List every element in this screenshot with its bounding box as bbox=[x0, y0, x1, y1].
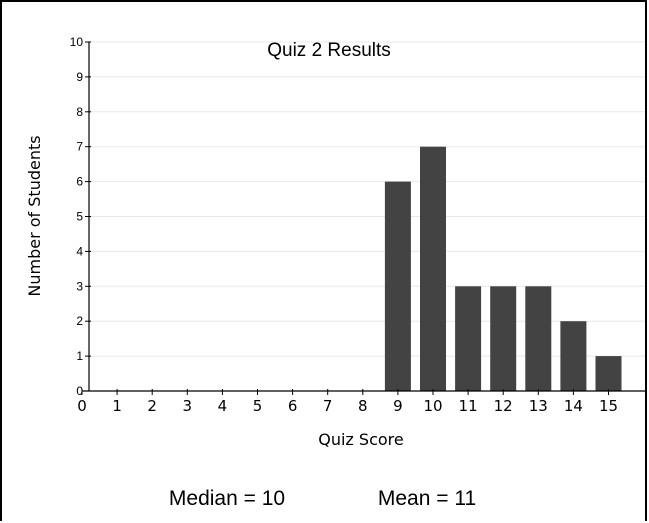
y-tick-label: 0 bbox=[76, 384, 83, 398]
bar-score-9 bbox=[384, 181, 411, 391]
bar-score-15 bbox=[595, 356, 622, 391]
y-tick-label: 5 bbox=[76, 210, 83, 224]
x-tick-label: 6 bbox=[288, 397, 298, 415]
y-axis-label: Number of Students bbox=[25, 135, 44, 296]
x-tick-label: 3 bbox=[183, 397, 193, 415]
bar-score-11 bbox=[455, 286, 482, 391]
y-ticks: 0 1 2 3 4 5 6 7 8 9 10 bbox=[70, 35, 91, 398]
y-tick-label: 8 bbox=[76, 105, 83, 119]
x-tick-label: 15 bbox=[599, 397, 618, 415]
x-axis-label: Quiz Score bbox=[318, 430, 403, 449]
bars bbox=[384, 146, 622, 391]
bar-score-13 bbox=[525, 286, 552, 391]
gridlines bbox=[89, 41, 645, 357]
x-tick-label: 10 bbox=[423, 397, 442, 415]
chart-title: Quiz 2 Results bbox=[267, 40, 391, 61]
y-tick-label: 7 bbox=[76, 140, 83, 154]
y-tick-label: 10 bbox=[70, 35, 84, 49]
y-tick-label: 4 bbox=[76, 244, 83, 258]
y-tick-label: 2 bbox=[76, 314, 83, 328]
y-tick-label: 6 bbox=[76, 175, 83, 189]
x-ticks: 0 1 2 3 4 5 6 7 8 9 10 11 12 13 14 15 bbox=[77, 389, 618, 415]
bar-score-12 bbox=[490, 286, 517, 391]
y-tick-label: 9 bbox=[76, 70, 83, 84]
x-tick-label: 9 bbox=[393, 397, 403, 415]
x-tick-label: 0 bbox=[77, 397, 87, 415]
x-tick-label: 5 bbox=[253, 397, 263, 415]
median-label: Median = 10 bbox=[169, 487, 285, 510]
x-tick-label: 4 bbox=[218, 397, 228, 415]
bar-score-14 bbox=[560, 321, 587, 391]
x-tick-label: 14 bbox=[564, 397, 583, 415]
x-tick-label: 1 bbox=[112, 397, 122, 415]
x-tick-label: 11 bbox=[459, 397, 478, 415]
y-tick-label: 3 bbox=[76, 279, 83, 293]
mean-label: Mean = 11 bbox=[378, 487, 476, 510]
bar-score-10 bbox=[420, 146, 446, 391]
x-tick-label: 7 bbox=[323, 397, 333, 415]
x-tick-label: 8 bbox=[358, 397, 368, 415]
y-tick-label: 1 bbox=[76, 349, 83, 363]
x-tick-label: 12 bbox=[494, 397, 513, 415]
x-tick-label: 2 bbox=[147, 397, 157, 415]
x-tick-label: 13 bbox=[529, 397, 548, 415]
